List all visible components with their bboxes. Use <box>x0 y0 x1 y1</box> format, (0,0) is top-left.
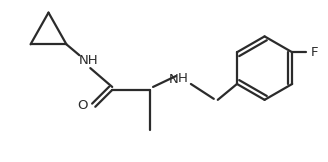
Text: N: N <box>169 73 179 86</box>
Text: F: F <box>310 46 318 59</box>
Text: NH: NH <box>78 54 98 67</box>
Text: O: O <box>77 99 88 112</box>
Text: H: H <box>178 72 188 85</box>
